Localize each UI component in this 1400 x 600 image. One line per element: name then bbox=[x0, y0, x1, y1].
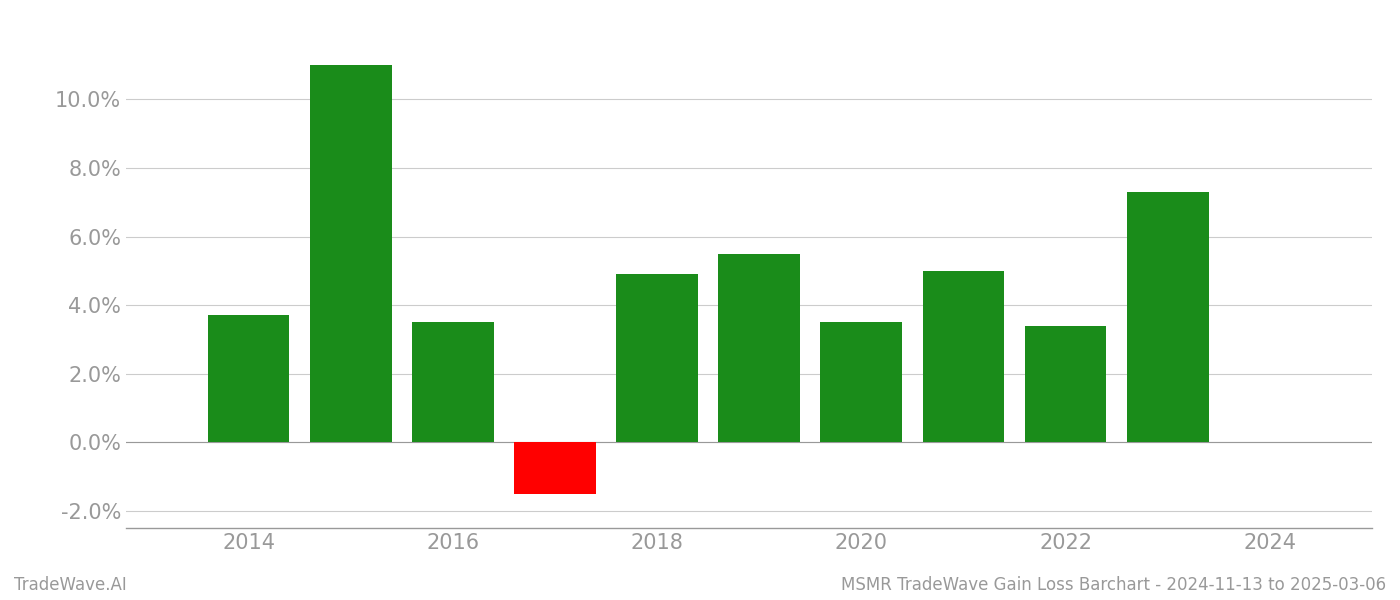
Bar bbox=[207, 316, 290, 442]
Bar bbox=[616, 274, 699, 442]
Bar bbox=[923, 271, 1004, 442]
Bar bbox=[514, 442, 596, 494]
Bar bbox=[309, 65, 392, 442]
Bar bbox=[820, 322, 902, 442]
Bar bbox=[1127, 192, 1208, 442]
Bar bbox=[1025, 326, 1106, 442]
Text: TradeWave.AI: TradeWave.AI bbox=[14, 576, 127, 594]
Text: MSMR TradeWave Gain Loss Barchart - 2024-11-13 to 2025-03-06: MSMR TradeWave Gain Loss Barchart - 2024… bbox=[841, 576, 1386, 594]
Bar bbox=[718, 254, 799, 442]
Bar bbox=[412, 322, 494, 442]
